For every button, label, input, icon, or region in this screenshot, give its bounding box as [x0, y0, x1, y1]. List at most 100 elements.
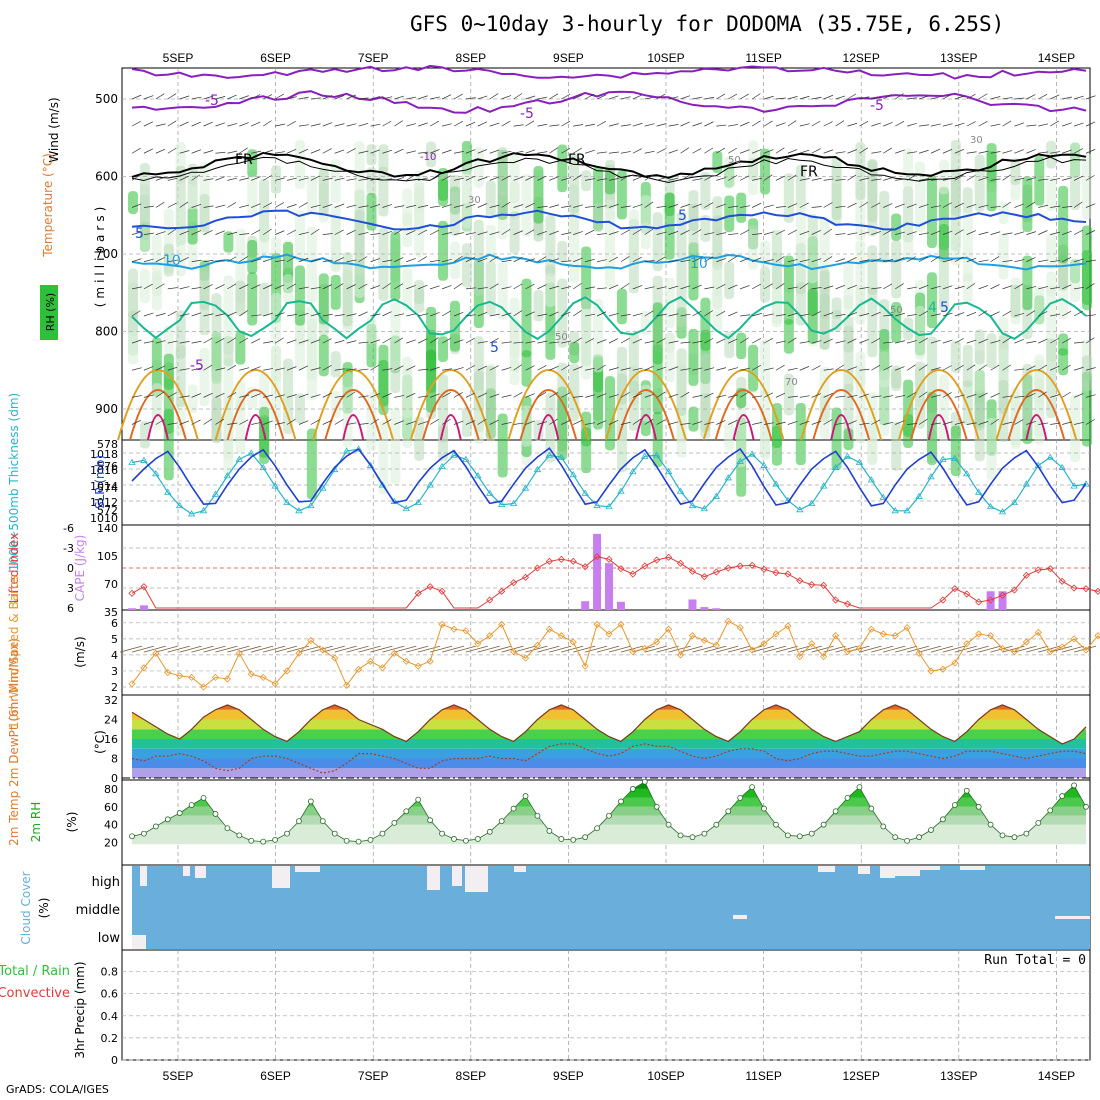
- wind-barb: [1002, 395, 1013, 398]
- li-point: [617, 565, 625, 573]
- wind-barb: [394, 177, 405, 181]
- wind-barb: [632, 148, 642, 154]
- wind-barb: [966, 422, 977, 425]
- wind-barb: [441, 94, 452, 100]
- rh-shade: [1058, 333, 1069, 356]
- wind-barb: [227, 150, 238, 154]
- wind-barb: [394, 313, 405, 317]
- li-point: [569, 557, 577, 565]
- wind-barb: [465, 287, 476, 290]
- wind-barb: [573, 174, 582, 181]
- wind-barb: [441, 310, 451, 317]
- wind-barb: [215, 259, 226, 263]
- wind-barb: [656, 231, 667, 235]
- wind-barb: [489, 122, 500, 127]
- rh-shade: [724, 261, 735, 300]
- li-point: [676, 559, 685, 567]
- wind10-barb: [1038, 645, 1061, 653]
- li-point: [653, 556, 661, 564]
- wind-barb: [203, 364, 213, 371]
- wind-barb: [167, 120, 177, 127]
- wind-barb: [179, 368, 190, 371]
- thickness-point: [1022, 480, 1031, 487]
- cape-bar: [986, 591, 995, 610]
- wind-barb: [871, 395, 882, 398]
- rh2m-point: [713, 821, 720, 828]
- rh-shade: [128, 268, 138, 319]
- wind-barb: [942, 202, 952, 208]
- wind-barb: [227, 364, 237, 371]
- thickness-point: [223, 472, 232, 479]
- wind-barb: [847, 93, 857, 100]
- wind10-barb: [465, 645, 488, 653]
- cloud-gap: [733, 915, 747, 919]
- date-label-top: 8SEP: [455, 51, 486, 65]
- wind-barb: [668, 231, 679, 235]
- wind-barb: [823, 419, 833, 425]
- wind-barb: [155, 419, 165, 425]
- contour-label: -10: [420, 152, 436, 163]
- temp-band: [132, 709, 1086, 720]
- temp-band: [132, 704, 1086, 710]
- wind10-barb: [251, 645, 274, 653]
- wind-barb: [954, 148, 965, 154]
- wind-barb: [573, 147, 582, 154]
- wind-barb: [680, 175, 690, 181]
- wind-barb: [1002, 120, 1012, 127]
- rh-tick: 60: [104, 801, 118, 814]
- wind-barb: [752, 233, 763, 235]
- wind-barb: [656, 93, 666, 100]
- cape-bar: [998, 591, 1007, 610]
- wind-barb: [406, 230, 416, 235]
- rh-shade: [640, 310, 651, 335]
- temp-tick: 0: [111, 772, 118, 785]
- wind-barb: [418, 205, 429, 208]
- rh-shade: [473, 219, 484, 296]
- wind-barb: [573, 395, 584, 398]
- wind-barb: [1050, 120, 1059, 127]
- wind-barb: [632, 256, 642, 263]
- wind-barb: [668, 393, 679, 398]
- li-tick: 3: [67, 582, 74, 595]
- wind10-point: [211, 673, 220, 681]
- wind-barb: [1062, 149, 1072, 154]
- contour-label: 50: [890, 305, 903, 316]
- wind-barb: [847, 232, 858, 235]
- wind-barb: [811, 286, 822, 290]
- wind-barb: [251, 338, 261, 344]
- wind-barb: [430, 259, 441, 263]
- wind-barb: [573, 283, 582, 290]
- wind-barb: [394, 257, 404, 263]
- rh-shade: [700, 297, 711, 351]
- wind-barb: [155, 365, 166, 371]
- rh2m-point: [474, 836, 481, 842]
- wind-barb: [895, 93, 904, 100]
- wind-barb: [441, 232, 452, 235]
- rh2m-point: [439, 830, 445, 837]
- wind-barb: [155, 201, 165, 208]
- wind-barb: [477, 392, 487, 398]
- thickness-point: [462, 455, 470, 462]
- wind10-barb: [573, 645, 596, 653]
- wind-barb: [179, 121, 189, 127]
- li-point: [784, 570, 792, 578]
- wind-barb: [811, 230, 821, 235]
- thickness-point: [796, 506, 804, 513]
- wind-barb: [907, 151, 918, 154]
- wind-barb: [1038, 93, 1048, 100]
- wind-barb: [907, 313, 918, 317]
- li-point: [760, 565, 768, 573]
- wind-barb: [1002, 421, 1013, 425]
- thickness-point: [664, 467, 673, 475]
- wind-barb: [907, 340, 917, 344]
- rh-shade: [318, 334, 329, 377]
- wind-barb: [704, 96, 715, 100]
- wind-barb: [453, 367, 464, 371]
- rh-shade: [926, 272, 937, 329]
- wind-barb: [1002, 232, 1013, 235]
- wind-barb: [680, 341, 691, 344]
- wind-barb: [489, 365, 499, 371]
- thickness-point: [712, 492, 721, 499]
- wind-barb: [728, 93, 738, 100]
- wind-barb: [131, 231, 142, 235]
